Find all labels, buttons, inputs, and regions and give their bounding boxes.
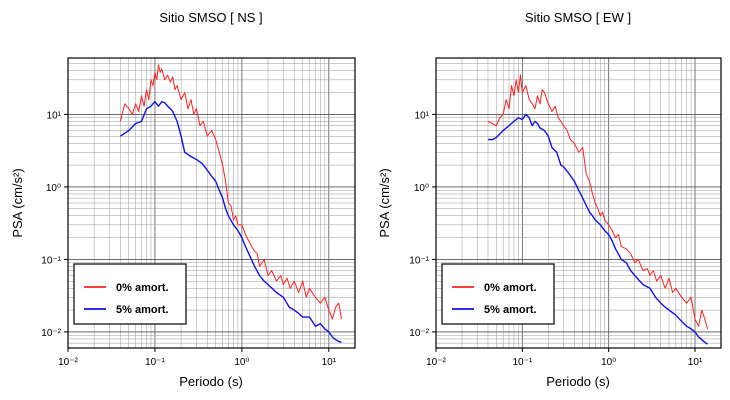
- y-tick-label: 10⁻¹: [409, 255, 429, 266]
- chart-panel-ns: Sitio SMSO [ NS ] 10⁻² 10⁻¹ 10⁰ 10¹ 10⁻² 10⁻¹…: [10, 10, 356, 389]
- axis-ticks: 10⁻² 10⁻¹ 10⁰ 10¹ 10⁻² 10⁻¹ 10⁰ 10¹: [409, 110, 703, 368]
- plot-frame: [67, 57, 356, 349]
- legend-box: [73, 263, 187, 325]
- plot-frame: [435, 57, 722, 349]
- chart-panel-ew: Sitio SMSO [ EW ] 10⁻² 10⁻¹ 10⁰ 10¹ 10⁻² 10⁻¹…: [377, 10, 722, 389]
- series-line-1: [119, 100, 342, 343]
- y-tick-label: 10⁻²: [409, 328, 429, 339]
- x-tick-label: 10⁰: [234, 357, 249, 368]
- x-tick-label: 10⁻²: [58, 357, 78, 368]
- legend-label-0: 0% amort.: [116, 282, 169, 294]
- series-layer: [119, 64, 342, 343]
- y-tick-label: 10⁰: [46, 183, 61, 194]
- y-axis-label: PSA (cm/s²): [377, 168, 392, 237]
- legend-label-0: 0% amort.: [484, 282, 537, 294]
- legend-label-1: 5% amort.: [116, 304, 169, 316]
- x-tick-label: 10⁰: [601, 357, 616, 368]
- chart-title: Sitio SMSO [ EW ]: [525, 10, 631, 25]
- y-tick-label: 10¹: [47, 110, 62, 121]
- x-tick-label: 10¹: [688, 357, 703, 368]
- x-tick-label: 10¹: [322, 357, 337, 368]
- y-tick-label: 10¹: [415, 110, 430, 121]
- grid: [435, 57, 722, 349]
- x-axis-label: Periodo (s): [546, 374, 610, 389]
- y-tick-label: 10⁻¹: [41, 255, 61, 266]
- legend: 0% amort. 5% amort.: [441, 263, 555, 325]
- x-tick-label: 10⁻¹: [512, 357, 532, 368]
- y-axis-label: PSA (cm/s²): [10, 168, 25, 237]
- grid: [67, 57, 356, 349]
- x-tick-label: 10⁻²: [426, 357, 446, 368]
- series-line-0: [487, 74, 709, 330]
- series-layer: [487, 74, 709, 345]
- series-line-0: [119, 64, 342, 320]
- legend-label-1: 5% amort.: [484, 304, 537, 316]
- x-axis-label: Periodo (s): [179, 374, 243, 389]
- y-tick-label: 10⁻²: [41, 328, 61, 339]
- axis-ticks: 10⁻² 10⁻¹ 10⁰ 10¹ 10⁻² 10⁻¹ 10⁰ 10¹: [41, 110, 336, 368]
- legend-box: [441, 263, 555, 325]
- x-tick-label: 10⁻¹: [145, 357, 165, 368]
- y-tick-label: 10⁰: [414, 183, 429, 194]
- chart-title: Sitio SMSO [ NS ]: [159, 10, 262, 25]
- legend: 0% amort. 5% amort.: [73, 263, 187, 325]
- series-line-1: [488, 113, 708, 345]
